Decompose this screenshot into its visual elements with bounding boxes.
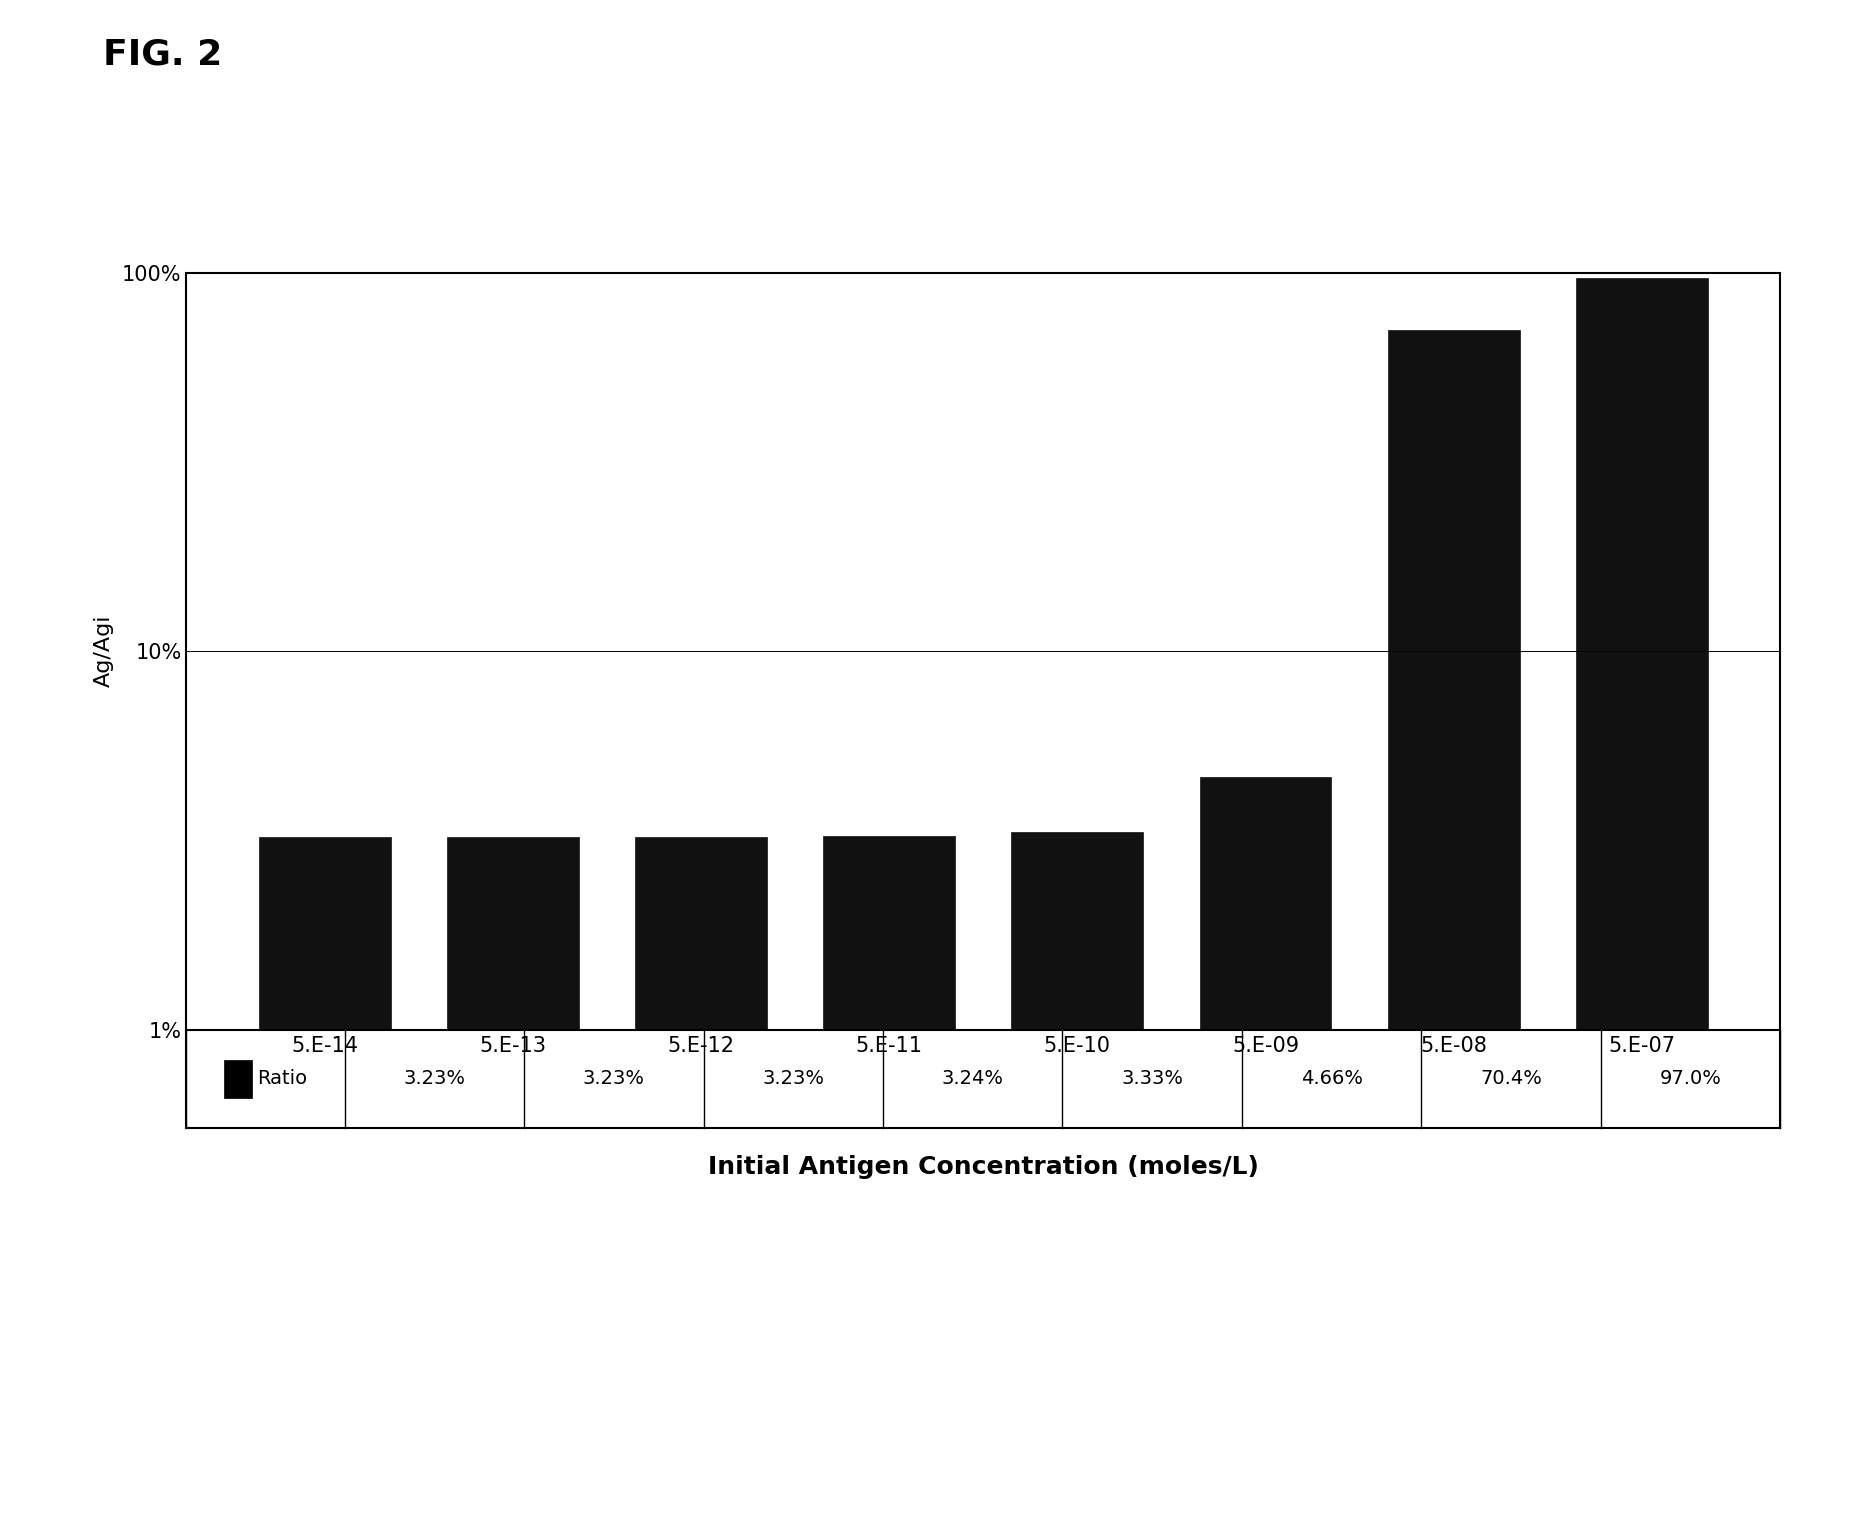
Text: Initial Antigen Concentration (moles/L): Initial Antigen Concentration (moles/L) (708, 1155, 1258, 1179)
Bar (1575, 277, 1707, 1514)
Bar (447, 837, 578, 1514)
Bar (1389, 330, 1519, 1514)
Text: 3.23%: 3.23% (583, 1069, 645, 1089)
Bar (636, 837, 766, 1514)
Text: 4.66%: 4.66% (1301, 1069, 1363, 1089)
Bar (824, 836, 954, 1514)
Text: 70.4%: 70.4% (1480, 1069, 1542, 1089)
Y-axis label: Ag/Agi: Ag/Agi (93, 615, 114, 687)
Text: 97.0%: 97.0% (1659, 1069, 1720, 1089)
Text: Ratio: Ratio (257, 1069, 308, 1089)
Text: 3.23%: 3.23% (762, 1069, 824, 1089)
Text: 3.23%: 3.23% (403, 1069, 466, 1089)
Bar (1012, 831, 1143, 1514)
Text: 3.24%: 3.24% (941, 1069, 1005, 1089)
Bar (1200, 777, 1331, 1514)
Bar (259, 837, 391, 1514)
Text: 3.33%: 3.33% (1120, 1069, 1184, 1089)
Text: FIG. 2: FIG. 2 (103, 38, 222, 71)
